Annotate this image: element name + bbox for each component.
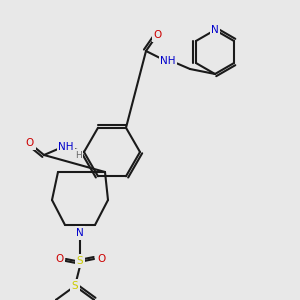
Text: NH: NH xyxy=(160,56,176,66)
Text: S: S xyxy=(77,256,83,266)
Text: O: O xyxy=(26,138,34,148)
Text: N: N xyxy=(76,228,84,238)
Text: S: S xyxy=(72,281,78,291)
Text: H: H xyxy=(75,151,81,160)
Text: NH: NH xyxy=(58,142,74,152)
Text: O: O xyxy=(55,254,63,264)
Text: O: O xyxy=(154,30,162,40)
Text: O: O xyxy=(97,254,105,264)
Text: N: N xyxy=(211,25,219,35)
